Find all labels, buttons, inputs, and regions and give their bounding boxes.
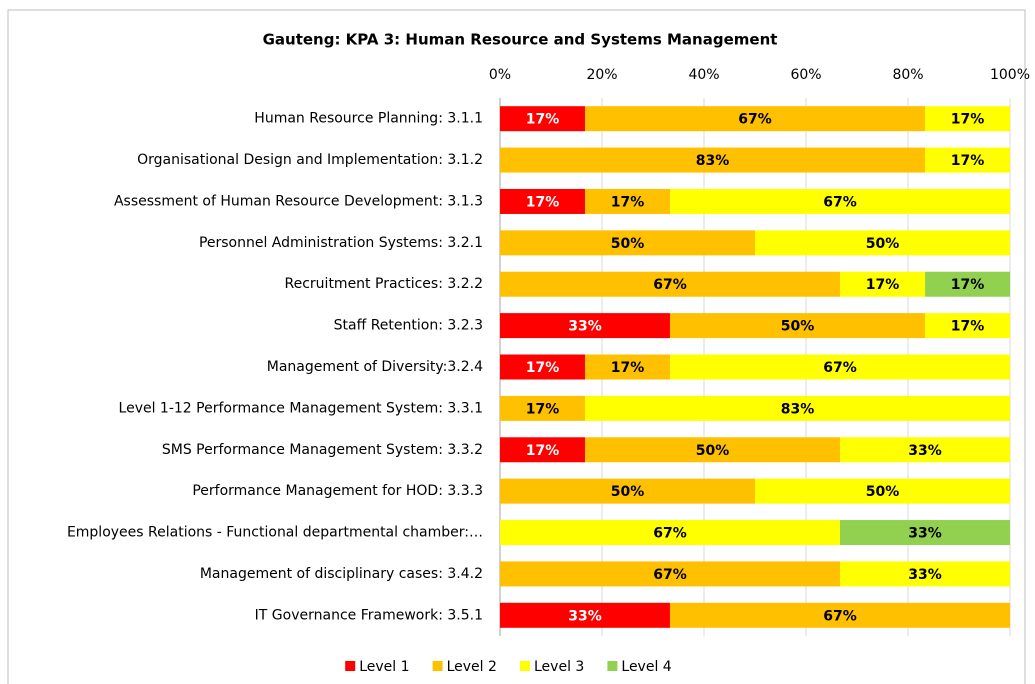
x-tick-label: 0% — [489, 67, 511, 83]
legend-swatch — [432, 661, 443, 671]
y-tick-label: Personnel Administration Systems: 3.2.1 — [199, 235, 483, 251]
bar-segment — [669, 602, 1010, 628]
data-label: 33% — [568, 319, 602, 335]
legend-label: Level 1 — [359, 659, 409, 675]
y-tick-label: Management of Diversity:3.2.4 — [267, 359, 483, 375]
y-tick-label: Management of disciplinary cases: 3.4.2 — [200, 566, 483, 582]
data-label: 17% — [526, 401, 560, 417]
data-label: 67% — [653, 567, 687, 583]
data-label: 83% — [781, 401, 815, 417]
x-tick-label: 100% — [990, 67, 1030, 83]
y-tick-label: Staff Retention: 3.2.3 — [334, 318, 483, 334]
y-tick-label: SMS Performance Management System: 3.3.2 — [162, 442, 483, 458]
data-label: 33% — [908, 526, 942, 542]
x-tick-label: 80% — [892, 67, 923, 83]
data-label: 17% — [951, 277, 985, 293]
bar-segment — [500, 602, 670, 628]
data-label: 83% — [696, 153, 730, 169]
bar-segment — [500, 395, 586, 421]
data-label: 17% — [951, 153, 985, 169]
bar-segment — [755, 230, 1010, 256]
bar-segment — [500, 106, 586, 132]
data-label: 67% — [653, 277, 687, 293]
data-label: 33% — [908, 567, 942, 583]
data-label: 17% — [951, 319, 985, 335]
x-tick-label: 60% — [790, 67, 821, 83]
data-label: 67% — [823, 608, 857, 624]
y-tick-label: Recruitment Practices: 3.2.2 — [285, 276, 483, 292]
legend-swatch — [345, 661, 356, 671]
bar-segment — [585, 395, 1010, 421]
bar-segment — [840, 271, 926, 297]
data-label: 67% — [653, 526, 687, 542]
data-label: 50% — [781, 319, 815, 335]
data-label: 17% — [526, 360, 560, 376]
data-label: 17% — [866, 277, 900, 293]
data-label: 17% — [611, 194, 645, 210]
bar-segment — [924, 147, 1010, 173]
bar-segment — [585, 354, 671, 380]
bar-segment — [500, 147, 925, 173]
bar-segment — [840, 437, 1010, 463]
bar-segment — [585, 437, 841, 463]
data-label: 67% — [823, 194, 857, 210]
data-label: 67% — [738, 112, 772, 128]
x-tick-label: 40% — [688, 67, 719, 83]
bar-segment — [755, 478, 1010, 504]
legend-swatch — [607, 661, 618, 671]
bar-segment — [500, 561, 841, 587]
bar-segment — [670, 354, 1011, 380]
legend-label: Level 2 — [447, 659, 497, 675]
data-label: 17% — [526, 194, 560, 210]
bar-segment — [670, 188, 1011, 214]
data-label: 50% — [866, 484, 900, 500]
data-label: 17% — [526, 443, 560, 459]
legend-label: Level 3 — [534, 659, 584, 675]
bar-segment — [500, 437, 586, 463]
legend-swatch — [520, 661, 530, 671]
y-tick-label: Level 1-12 Performance Management System… — [119, 400, 483, 416]
bar-segment — [925, 271, 1011, 297]
y-tick-label: Performance Management for HOD: 3.3.3 — [192, 483, 483, 499]
data-label: 67% — [823, 360, 857, 376]
data-label: 50% — [611, 236, 645, 252]
x-tick-label: 20% — [586, 67, 617, 83]
data-label: 17% — [611, 360, 645, 376]
data-label: 17% — [526, 112, 560, 128]
bar-segment — [840, 520, 1010, 546]
bar-segment — [669, 313, 925, 339]
bar-segment — [585, 188, 671, 214]
bar-segment — [500, 271, 841, 297]
chart-frame — [7, 9, 1026, 684]
bar-segment — [500, 354, 586, 380]
legend-label: Level 4 — [621, 659, 671, 675]
bar-segment — [500, 478, 755, 504]
data-label: 33% — [568, 608, 602, 624]
bar-segment — [585, 106, 926, 132]
data-label: 33% — [908, 443, 942, 459]
chart-title: Gauteng: KPA 3: Human Resource and Syste… — [263, 31, 778, 49]
y-tick-label: Organisational Design and Implementation… — [137, 152, 483, 168]
data-label: 50% — [866, 236, 900, 252]
y-tick-label: Human Resource Planning: 3.1.1 — [254, 111, 483, 127]
bar-segment — [924, 313, 1010, 339]
y-tick-label: Assessment of Human Resource Development… — [114, 193, 483, 209]
data-label: 50% — [696, 443, 730, 459]
bar-segment — [925, 106, 1011, 132]
data-label: 17% — [951, 112, 985, 128]
y-tick-label: IT Governance Framework: 3.5.1 — [255, 607, 483, 623]
bar-segment — [840, 561, 1010, 587]
y-tick-label: Employees Relations - Functional departm… — [67, 525, 483, 541]
data-label: 50% — [611, 484, 645, 500]
bar-segment — [500, 313, 670, 339]
bar-segment — [500, 520, 841, 546]
bar-segment — [500, 188, 586, 214]
bar-segment — [500, 230, 755, 256]
